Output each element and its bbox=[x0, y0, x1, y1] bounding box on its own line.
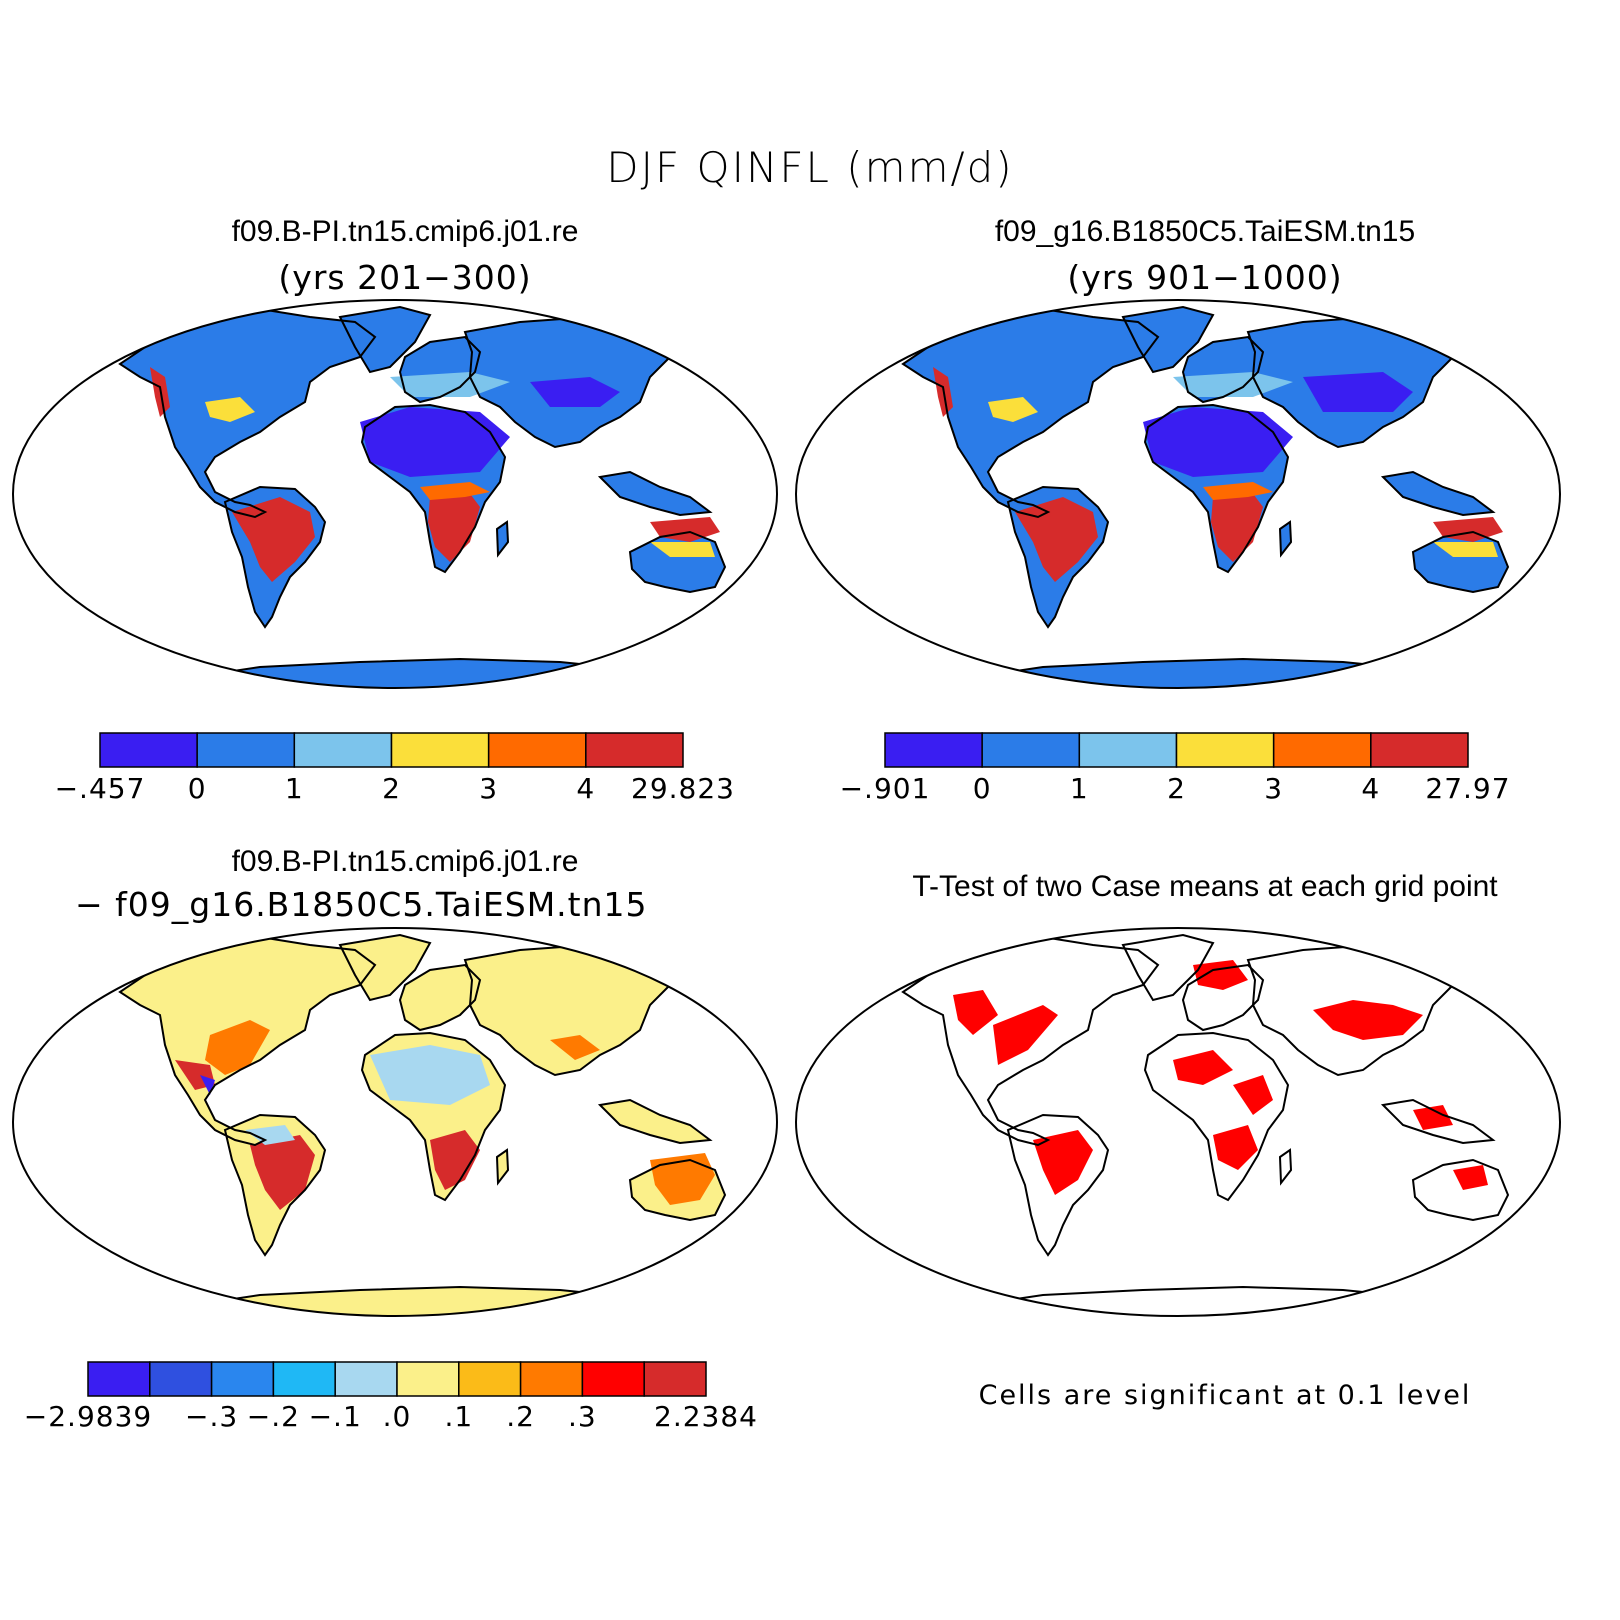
panel3-title: f09.B-PI.tn15.cmip6.j01.re bbox=[231, 845, 579, 878]
colorbar-box bbox=[210, 1361, 275, 1397]
panel1-title: f09.B-PI.tn15.cmip6.j01.re bbox=[231, 215, 579, 248]
colorbar-panel2 bbox=[884, 732, 1469, 768]
colorbar-box bbox=[981, 732, 1081, 768]
colorbar-box bbox=[458, 1361, 522, 1397]
wet-region bbox=[232, 497, 315, 582]
colorbar-box bbox=[87, 1361, 151, 1397]
colorbar-tick-label: 1 bbox=[284, 772, 304, 805]
colorbar-box bbox=[519, 1361, 584, 1397]
colorbar-tick-label: .2 bbox=[506, 1400, 535, 1433]
colorbar-panel3 bbox=[87, 1361, 707, 1397]
colorbar-panel2-ticks: −.901 0 1 2 3 4 27.97 bbox=[0, 772, 1620, 812]
colorbar-box bbox=[585, 732, 684, 768]
panel4-title: T-Test of two Case means at each grid po… bbox=[912, 870, 1498, 903]
colorbar-tick-label: 2 bbox=[382, 772, 401, 805]
main-title: DJF QINFL (mm/d) bbox=[606, 143, 1014, 192]
colorbar-box bbox=[581, 1361, 645, 1397]
significant-cells bbox=[953, 960, 1488, 1195]
colorbar-tick-label: .0 bbox=[382, 1400, 412, 1433]
panel1-subtitle: (yrs 201−300) bbox=[278, 258, 532, 297]
colorbar-tick-label: −.2 bbox=[246, 1400, 300, 1433]
colorbar-box bbox=[149, 1361, 213, 1397]
panel2-title: f09_g16.B1850C5.TaiESM.tn15 bbox=[994, 215, 1416, 248]
colorbar-box bbox=[99, 732, 198, 768]
colorbar-box bbox=[390, 732, 490, 768]
colorbar-tick-label: 29.823 bbox=[631, 772, 735, 805]
colorbar-tick-label: −.3 bbox=[185, 1400, 239, 1433]
colorbar-tick-label: 1 bbox=[1069, 772, 1089, 805]
colorbar-tick-label: 4 bbox=[1361, 772, 1381, 805]
colorbar-tick-label: 2 bbox=[1167, 772, 1186, 805]
colorbar-box bbox=[1175, 732, 1275, 768]
colorbar-box bbox=[272, 1361, 336, 1397]
wet-region bbox=[250, 1135, 315, 1210]
colorbar-tick-label: 4 bbox=[576, 772, 596, 805]
map-panel4 bbox=[795, 927, 1561, 1317]
wet-region bbox=[1015, 497, 1098, 582]
colorbar-box bbox=[1272, 732, 1372, 768]
map-panel1 bbox=[12, 299, 778, 689]
colorbar-box bbox=[643, 1361, 707, 1397]
arid-region bbox=[360, 407, 510, 477]
colorbar-panel1-ticks: −.457 0 1 2 3 4 29.823 bbox=[0, 772, 800, 812]
colorbar-panel3-ticks: −2.9839 −.3 −.2 −.1 .0 .1 .2 .3 2.2384 bbox=[0, 1400, 800, 1440]
colorbar-tick-label: 2.2384 bbox=[654, 1400, 758, 1433]
colorbar-tick-label: −.901 bbox=[839, 772, 931, 805]
colorbar-box bbox=[1078, 732, 1178, 768]
colorbar-tick-label: 27.97 bbox=[1425, 772, 1511, 805]
colorbar-tick-label: .1 bbox=[444, 1400, 474, 1433]
colorbar-box bbox=[1370, 732, 1469, 768]
colorbar-box bbox=[196, 732, 296, 768]
colorbar-box bbox=[293, 732, 393, 768]
map-panel2 bbox=[795, 299, 1561, 689]
colorbar-box bbox=[884, 732, 983, 768]
colorbar-panel1 bbox=[99, 732, 684, 768]
colorbar-tick-label: −.457 bbox=[54, 772, 146, 805]
colorbar-box bbox=[334, 1361, 398, 1397]
colorbar-box bbox=[396, 1361, 460, 1397]
colorbar-tick-label: .3 bbox=[568, 1400, 597, 1433]
colorbar-tick-label: 0 bbox=[187, 772, 207, 805]
panel2-subtitle: (yrs 901−1000) bbox=[1067, 258, 1343, 297]
panel3-subtitle: − f09_g16.B1850C5.TaiESM.tn15 bbox=[75, 885, 648, 924]
colorbar-tick-label: 3 bbox=[479, 772, 499, 805]
arid-region bbox=[1143, 407, 1293, 477]
colorbar-box bbox=[487, 732, 587, 768]
colorbar-tick-label: 0 bbox=[972, 772, 992, 805]
colorbar-tick-label: 3 bbox=[1264, 772, 1284, 805]
colorbar-tick-label: −2.9839 bbox=[23, 1400, 153, 1433]
colorbar-tick-label: −.1 bbox=[308, 1400, 362, 1433]
map-panel3 bbox=[12, 927, 778, 1317]
significance-note: Cells are significant at 0.1 level bbox=[978, 1380, 1472, 1411]
